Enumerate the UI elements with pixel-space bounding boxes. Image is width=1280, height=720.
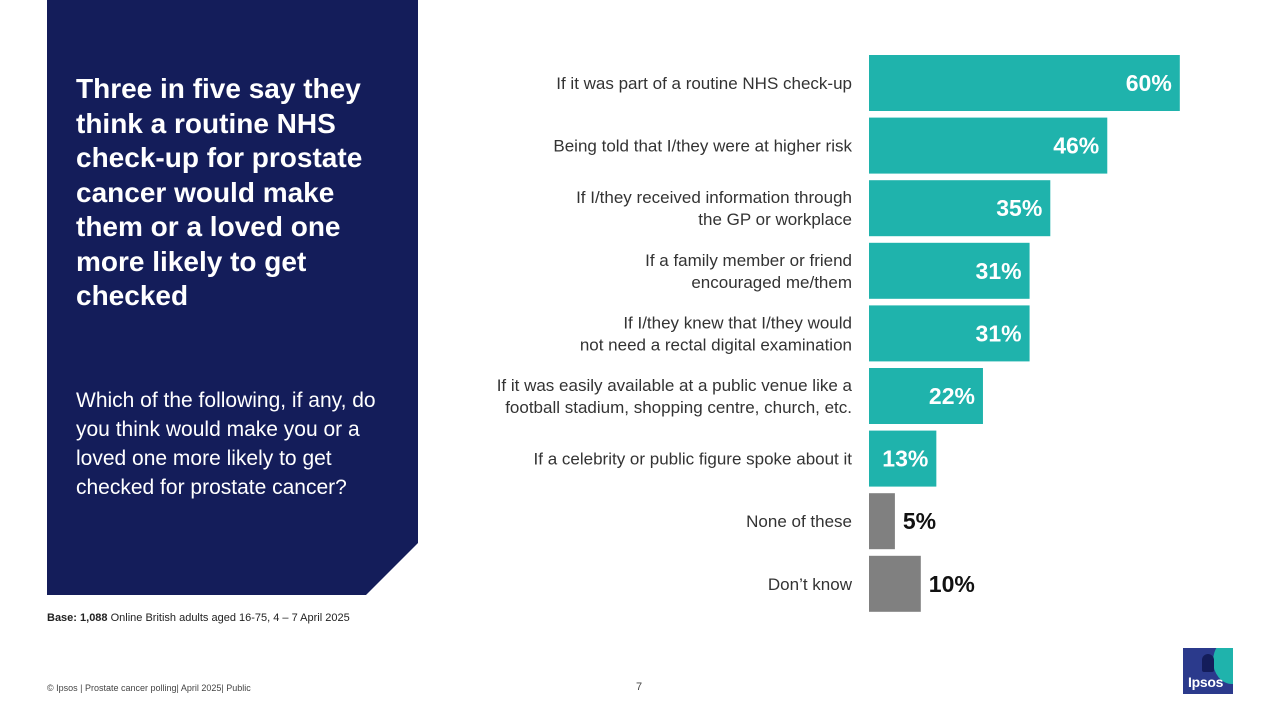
bar-1 — [869, 55, 1180, 111]
value-label-2: 46% — [1053, 133, 1099, 159]
category-label-8: None of these — [746, 512, 852, 531]
footer-copyright: © Ipsos | Prostate cancer polling| April… — [47, 683, 251, 693]
bar-6 — [869, 368, 983, 424]
title-panel: Three in five say they think a routine N… — [47, 0, 418, 595]
bar-7 — [869, 430, 937, 487]
logo-arc-shape — [1213, 648, 1233, 684]
ipsos-logo: Ipsos — [1183, 648, 1233, 694]
bar-5 — [869, 305, 1030, 362]
slide-title: Three in five say they think a routine N… — [76, 73, 363, 311]
bar-9 — [869, 555, 921, 612]
category-label-7: If a celebrity or public figure spoke ab… — [534, 450, 853, 469]
survey-question: Which of the following, if any, do you t… — [76, 389, 376, 499]
category-label-5: If I/they knew that I/they would not need… — [580, 313, 852, 354]
value-label-7: 13% — [882, 446, 928, 472]
bar-2 — [869, 117, 1108, 174]
category-label-4: If a family member or friend encouraged m… — [645, 251, 852, 292]
base-label: Base: 1,088 — [47, 612, 108, 624]
value-label-4: 31% — [976, 258, 1022, 284]
bar-3 — [869, 180, 1051, 237]
page-number: 7 — [636, 681, 643, 693]
category-label-9: Don’t know — [768, 575, 853, 594]
value-label-8: 5% — [903, 508, 936, 534]
logo-head-shape — [1202, 654, 1214, 672]
logo-text: Ipsos — [1188, 674, 1224, 690]
value-label-3: 35% — [996, 195, 1042, 221]
base-note: Base: 1,088 Online British adults aged 1… — [47, 612, 350, 624]
value-label-1: 60% — [1126, 70, 1172, 96]
base-text: Online British adults aged 16-75, 4 – 7 … — [110, 612, 350, 624]
value-label-5: 31% — [976, 320, 1022, 346]
bar-4 — [869, 242, 1030, 299]
category-label-6: If it was easily available at a public v… — [497, 376, 853, 417]
category-label-3: If I/they received information through th… — [576, 188, 852, 229]
value-label-9: 10% — [929, 571, 975, 597]
bar-8 — [869, 493, 895, 550]
category-label-2: Being told that I/they were at higher ri… — [553, 137, 852, 156]
value-label-6: 22% — [929, 383, 975, 409]
category-label-1: If it was part of a routine NHS check-up — [556, 74, 852, 93]
